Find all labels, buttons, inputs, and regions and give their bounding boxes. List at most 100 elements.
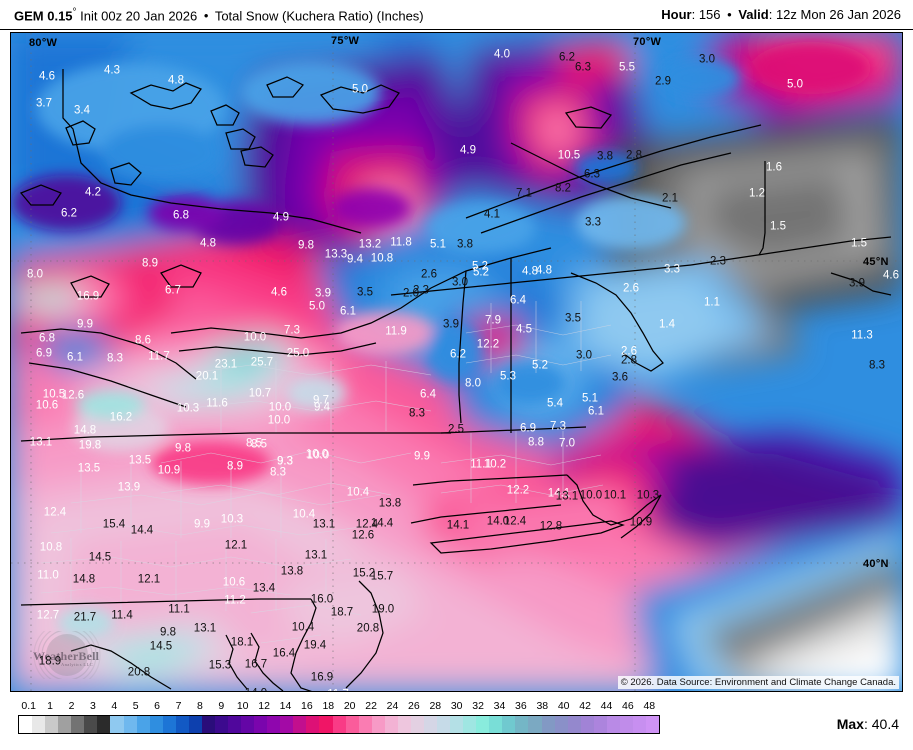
- colorbar-swatch: [188, 716, 202, 733]
- colorbar-tick: 24: [386, 700, 399, 712]
- colorbar-tick: 5: [132, 700, 139, 712]
- degree-symbol: °: [72, 7, 77, 18]
- colorbar-tick: 22: [365, 700, 377, 712]
- colorbar-swatch: [280, 716, 294, 733]
- model-name: GEM 0.15: [14, 8, 73, 24]
- colorbar-swatch: [541, 716, 555, 733]
- header-title: GEM 0.15° Init 00z 20 Jan 2026 • Total S…: [14, 7, 424, 23]
- colorbar-tick: 2: [68, 700, 75, 712]
- hour-label: Hour: [661, 7, 692, 22]
- colorbar-tick: 40: [557, 700, 570, 712]
- title-bullet-1: •: [203, 8, 209, 24]
- colorbar-tick: 6: [154, 700, 161, 712]
- data-source-credit: © 2026. Data Source: Environment and Cli…: [617, 676, 899, 689]
- max-value-readout: Max: 40.4: [836, 716, 899, 732]
- colorbar-swatch: [45, 716, 59, 733]
- colorbar-swatch: [319, 716, 333, 733]
- snow-contour-field: [11, 33, 902, 691]
- colorbar-tick: 32: [472, 700, 484, 712]
- colorbar-swatch: [476, 716, 490, 733]
- colorbar-swatch: [371, 716, 385, 733]
- colorbar-swatch: [593, 716, 607, 733]
- colorbar-swatch: [515, 716, 529, 733]
- title-bullet-2: •: [727, 7, 732, 22]
- colorbar-tick: 34: [493, 700, 506, 712]
- colorbar-tick: 46: [622, 700, 634, 712]
- colorbar-swatch: [437, 716, 451, 733]
- colorbar-tick: 48: [643, 700, 656, 712]
- colorbar-tick: 7: [175, 700, 182, 712]
- colorbar-tick: 12: [258, 700, 270, 712]
- colorbar-swatch: [201, 716, 215, 733]
- colorbar-tick: 3: [89, 700, 96, 712]
- header-bar: GEM 0.15° Init 00z 20 Jan 2026 • Total S…: [0, 0, 913, 30]
- colorbar-tick: 8: [196, 700, 203, 712]
- colorbar-swatch: [136, 716, 150, 733]
- colorbar-tick: 42: [579, 700, 591, 712]
- colorbar-swatch: [384, 716, 398, 733]
- colorbar-tick: 38: [536, 700, 549, 712]
- colorbar-swatch: [450, 716, 464, 733]
- colorbar-tick-labels: 0.1 1 2 3 4 5 6 7 8 9 10 12 14 16 18 20 22 24 26 28 30 32 34 36…: [18, 700, 660, 714]
- colorbar-swatch: [332, 716, 346, 733]
- colorbar-swatch: [554, 716, 568, 733]
- colorbar-swatch: [410, 716, 424, 733]
- colorbar-gradient[interactable]: [18, 715, 660, 734]
- colorbar[interactable]: 0.1 1 2 3 4 5 6 7 8 9 10 12 14 16 18 20 22 24 26 28 30 32 34 36…: [18, 700, 660, 736]
- colorbar-swatch: [214, 716, 228, 733]
- colorbar-tick: 14: [279, 700, 292, 712]
- colorbar-tick: 1: [47, 700, 54, 712]
- colorbar-swatch: [19, 716, 33, 733]
- colorbar-tick: 28: [429, 700, 442, 712]
- map-canvas[interactable]: WeatherBell Analytics LLC © 2026. Data S…: [10, 32, 903, 692]
- colorbar-swatch: [502, 716, 516, 733]
- colorbar-swatch: [397, 716, 411, 733]
- colorbar-tick: 20: [343, 700, 356, 712]
- valid-label: Valid: [738, 7, 769, 22]
- colorbar-tick: 26: [408, 700, 420, 712]
- colorbar-swatch: [32, 716, 46, 733]
- colorbar-swatch: [619, 716, 633, 733]
- colorbar-swatch: [528, 716, 542, 733]
- colorbar-swatch: [97, 716, 111, 733]
- colorbar-tick: 9: [218, 700, 225, 712]
- colorbar-swatch: [567, 716, 581, 733]
- colorbar-swatch: [71, 716, 85, 733]
- colorbar-swatch: [84, 716, 98, 733]
- colorbar-swatch: [606, 716, 620, 733]
- colorbar-swatch: [241, 716, 255, 733]
- colorbar-swatch: [293, 716, 307, 733]
- colorbar-swatch: [228, 716, 242, 733]
- colorbar-swatch: [646, 716, 660, 733]
- colorbar-swatch: [149, 716, 163, 733]
- max-value: 40.4: [871, 716, 899, 732]
- colorbar-tick: 18: [322, 700, 335, 712]
- valid-value: 12z Mon 26 Jan 2026: [775, 7, 901, 22]
- colorbar-tick: 0.1: [21, 700, 36, 712]
- colorbar-tick: 36: [515, 700, 527, 712]
- colorbar-swatch: [358, 716, 372, 733]
- colorbar-swatch: [489, 716, 503, 733]
- colorbar-swatch: [580, 716, 594, 733]
- colorbar-swatch: [162, 716, 176, 733]
- field-name: Total Snow (Kuchera Ratio) (Inches): [214, 8, 424, 24]
- max-label: Max: [836, 716, 864, 732]
- colorbar-swatch: [175, 716, 189, 733]
- init-time: Init 00z 20 Jan 2026: [80, 8, 198, 24]
- colorbar-swatch: [254, 716, 268, 733]
- colorbar-swatch: [123, 716, 137, 733]
- hour-value: 156: [698, 7, 721, 22]
- colorbar-swatch: [306, 716, 320, 733]
- header-valid-info: Hour: 156 • Valid: 12z Mon 26 Jan 2026: [661, 7, 901, 22]
- colorbar-swatch: [267, 716, 281, 733]
- colorbar-tick: 4: [111, 700, 118, 712]
- colorbar-swatch: [110, 716, 124, 733]
- colorbar-tick: 16: [301, 700, 313, 712]
- colorbar-swatch: [345, 716, 359, 733]
- colorbar-swatch: [632, 716, 646, 733]
- colorbar-swatch: [423, 716, 437, 733]
- colorbar-tick: 44: [600, 700, 613, 712]
- colorbar-tick: 10: [236, 700, 249, 712]
- colorbar-swatch: [58, 716, 72, 733]
